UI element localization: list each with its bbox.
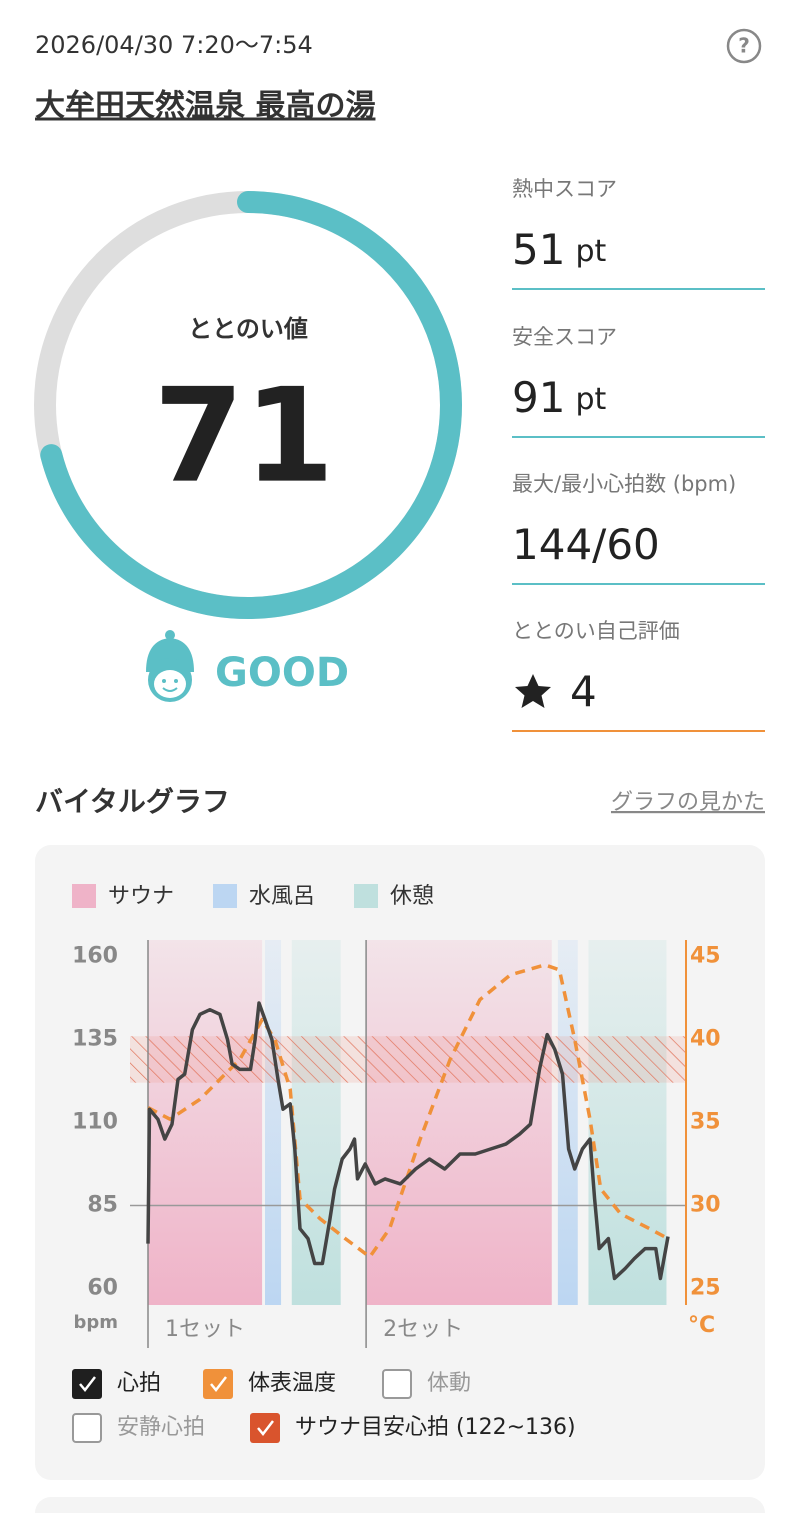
stat-label: 熱中スコア xyxy=(512,177,617,201)
session-datetime: 2026/04/30 7:20～7:54 xyxy=(35,31,313,59)
y2-unit: °C xyxy=(688,1313,715,1338)
stat-label: ととのい自己評価 xyxy=(512,619,680,643)
phase-zone xyxy=(265,940,282,1305)
stat-value: 144/60 xyxy=(512,520,660,569)
checkbox-label[interactable]: 体動 xyxy=(427,1371,471,1396)
phase-zone xyxy=(366,940,552,1305)
stat-unit: pt xyxy=(575,234,606,269)
y-tick-label: 160 xyxy=(72,944,118,969)
legend-swatch xyxy=(213,884,237,908)
stat-number: 91 xyxy=(512,373,565,422)
y2-tick-label: 30 xyxy=(690,1192,721,1217)
checkbox[interactable] xyxy=(72,1413,102,1443)
legend-label: 水風呂 xyxy=(249,884,315,909)
phase-zone xyxy=(291,940,341,1305)
checkbox[interactable] xyxy=(72,1369,102,1399)
graph-guide-link[interactable]: グラフの見かた xyxy=(611,790,765,815)
legend-swatch xyxy=(72,884,96,908)
checkbox-box xyxy=(72,1413,102,1443)
facility-name[interactable]: 大牟田天然温泉 最高の湯 xyxy=(35,89,375,124)
help-button[interactable]: ? xyxy=(726,28,762,64)
stat-value: 51 pt xyxy=(512,225,606,274)
section-title: バイタルグラフ xyxy=(35,785,230,818)
stat-label: 安全スコア xyxy=(512,325,617,349)
y-tick-label: 85 xyxy=(87,1192,118,1217)
checkbox-label[interactable]: 体表温度 xyxy=(248,1371,336,1396)
y-unit: bpm xyxy=(73,1312,118,1333)
y2-tick-label: 40 xyxy=(690,1027,721,1052)
series-line xyxy=(147,963,669,1259)
next-card xyxy=(35,1497,765,1513)
svg-text:?: ? xyxy=(738,34,750,58)
checkbox-label[interactable]: 安静心拍 xyxy=(117,1415,205,1440)
y2-tick-label: 35 xyxy=(690,1110,721,1135)
legend-label: サウナ xyxy=(108,884,174,909)
stat-label: 最大/最小心拍数 (bpm) xyxy=(512,472,736,496)
stats: 熱中スコア 51 pt 安全スコア 91 pt 最大/最小心拍数 (bpm) 144/60 とと… xyxy=(512,177,765,732)
checkmark xyxy=(79,1376,96,1392)
checkbox[interactable] xyxy=(203,1369,233,1399)
y2-tick-label: 45 xyxy=(690,944,721,969)
y-tick-label: 110 xyxy=(72,1110,118,1135)
checkbox-label[interactable]: サウナ目安心拍 (122~136) xyxy=(295,1415,576,1440)
y2-tick-label: 25 xyxy=(690,1275,721,1300)
stat-value: 91 pt xyxy=(512,373,606,422)
checkbox-label[interactable]: 心拍 xyxy=(117,1371,161,1396)
y-tick-label: 60 xyxy=(87,1275,118,1300)
checkmark xyxy=(210,1376,227,1392)
stat-value: 4 xyxy=(570,667,597,716)
checkmark xyxy=(257,1420,274,1436)
phase-zone xyxy=(148,940,263,1305)
checkbox[interactable] xyxy=(382,1369,412,1399)
vital-chart: サウナ 水風呂 休憩 1セット 2セット 60 85 110 135 160 25 30 35 40 45 b… xyxy=(72,884,721,1348)
star-icon xyxy=(515,674,551,708)
stat-number: 51 xyxy=(512,225,565,274)
legend-swatch xyxy=(354,884,378,908)
score-label: ととのい値 xyxy=(188,315,308,343)
series-line xyxy=(146,1001,670,1281)
score-ring xyxy=(34,191,462,619)
checkbox-box xyxy=(382,1369,412,1399)
stat-number: 4 xyxy=(570,667,597,716)
target-range xyxy=(130,1036,686,1083)
checkbox-box xyxy=(72,1369,102,1399)
y-tick-label: 135 xyxy=(72,1027,118,1052)
checkbox-box xyxy=(203,1369,233,1399)
ring-progress xyxy=(34,191,462,619)
score-value: 71 xyxy=(154,360,335,512)
set-label: 1セット xyxy=(165,1317,245,1342)
stat-unit: pt xyxy=(575,382,606,417)
rating-icon xyxy=(146,630,194,702)
legend-label: 休憩 xyxy=(390,884,434,909)
stat-number: 144/60 xyxy=(512,520,660,569)
checkbox[interactable] xyxy=(250,1413,280,1443)
score-rating: GOOD xyxy=(215,650,349,696)
set-label: 2セット xyxy=(383,1317,463,1342)
checkbox-box xyxy=(250,1413,280,1443)
